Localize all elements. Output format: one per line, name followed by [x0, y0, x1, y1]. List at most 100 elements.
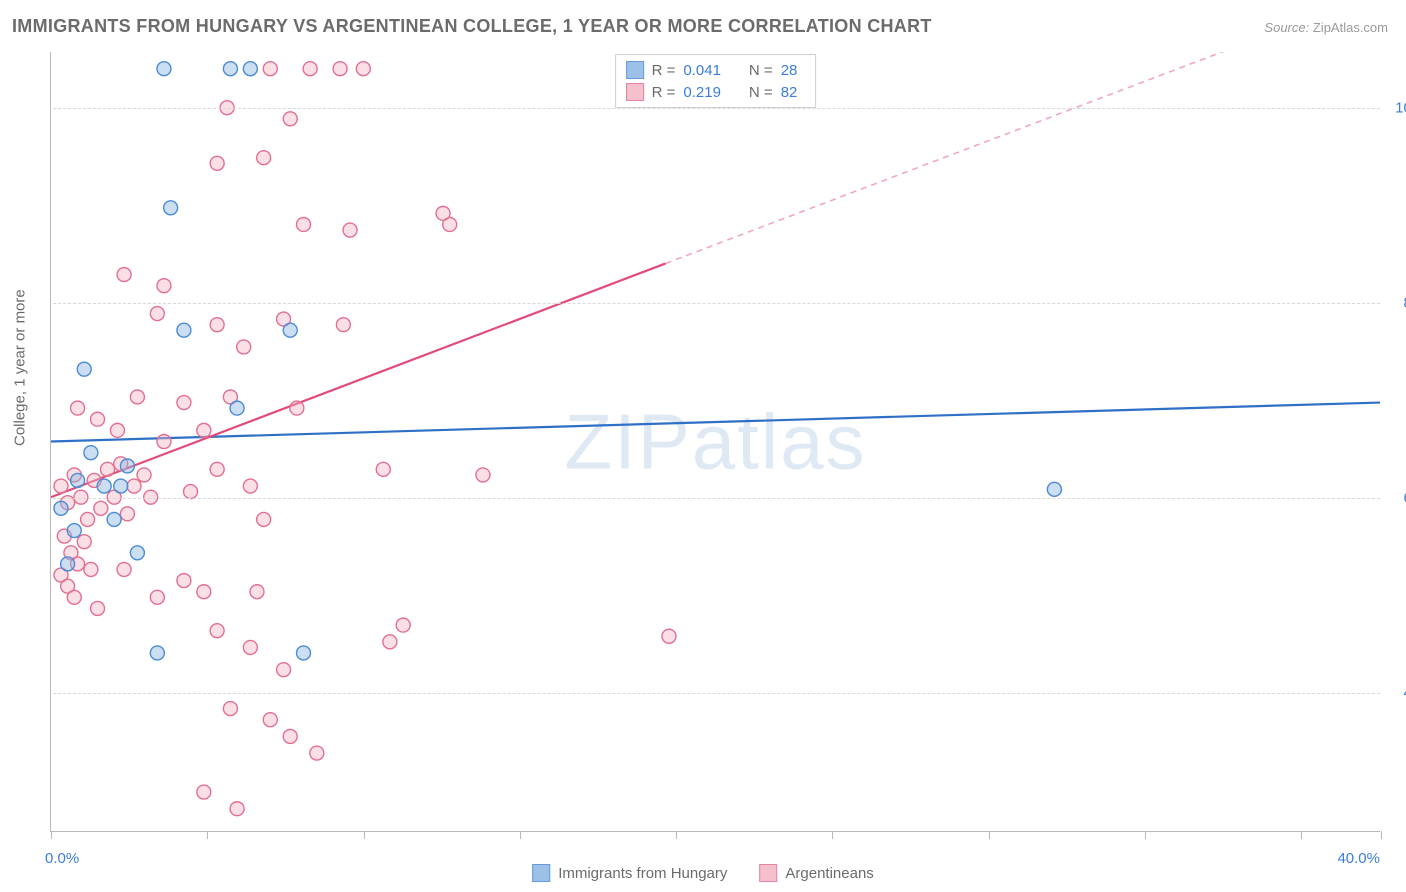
x-axis-max-label: 40.0%	[1337, 850, 1380, 867]
chart-title: IMMIGRANTS FROM HUNGARY VS ARGENTINEAN C…	[12, 16, 932, 37]
data-point-argentineans	[67, 590, 81, 604]
x-tick	[1145, 831, 1146, 839]
source-label: Source:	[1264, 20, 1309, 35]
data-point-argentineans	[130, 390, 144, 404]
legend-r-hungary: 0.041	[683, 62, 721, 79]
data-point-argentineans	[263, 713, 277, 727]
x-tick	[676, 831, 677, 839]
data-point-argentineans	[117, 268, 131, 282]
data-point-argentineans	[376, 462, 390, 476]
legend-row-hungary: R = 0.041 N = 28	[626, 59, 798, 81]
data-point-argentineans	[250, 585, 264, 599]
data-point-argentineans	[197, 785, 211, 799]
data-point-argentineans	[303, 62, 317, 76]
data-point-hungary	[114, 479, 128, 493]
legend-item-hungary: Immigrants from Hungary	[532, 864, 727, 882]
data-point-argentineans	[150, 590, 164, 604]
data-point-argentineans	[157, 279, 171, 293]
data-point-hungary	[107, 512, 121, 526]
data-point-argentineans	[127, 479, 141, 493]
data-point-argentineans	[230, 802, 244, 816]
x-tick	[989, 831, 990, 839]
legend-label-hungary: Immigrants from Hungary	[558, 865, 727, 882]
data-point-argentineans	[243, 479, 257, 493]
data-point-argentineans	[100, 462, 114, 476]
x-tick	[832, 831, 833, 839]
data-point-hungary	[243, 62, 257, 76]
data-point-hungary	[84, 446, 98, 460]
source-value: ZipAtlas.com	[1313, 20, 1388, 35]
data-point-argentineans	[81, 512, 95, 526]
data-point-argentineans	[197, 423, 211, 437]
x-tick	[1301, 831, 1302, 839]
data-point-hungary	[67, 524, 81, 538]
data-point-argentineans	[237, 340, 251, 354]
data-point-argentineans	[94, 501, 108, 515]
gridline	[53, 693, 1380, 694]
data-point-argentineans	[177, 574, 191, 588]
data-point-argentineans	[91, 601, 105, 615]
data-point-hungary	[164, 201, 178, 215]
data-point-hungary	[150, 646, 164, 660]
legend-r-argentineans: 0.219	[683, 84, 721, 101]
data-point-argentineans	[91, 412, 105, 426]
data-point-hungary	[177, 323, 191, 337]
data-point-hungary	[54, 501, 68, 515]
x-axis-min-label: 0.0%	[45, 850, 79, 867]
data-point-argentineans	[210, 462, 224, 476]
data-point-argentineans	[137, 468, 151, 482]
data-point-argentineans	[150, 307, 164, 321]
correlation-legend: R = 0.041 N = 28 R = 0.219 N = 82	[615, 54, 817, 108]
gridline	[53, 303, 1380, 304]
x-tick	[364, 831, 365, 839]
data-point-argentineans	[662, 629, 676, 643]
data-point-argentineans	[157, 435, 171, 449]
data-point-argentineans	[336, 318, 350, 332]
y-axis-title: College, 1 year or more	[12, 289, 29, 446]
legend-swatch-argentineans	[626, 83, 644, 101]
data-point-argentineans	[277, 663, 291, 677]
data-point-hungary	[157, 62, 171, 76]
legend-label-argentineans: Argentineans	[785, 865, 873, 882]
y-tick-label: 65.0%	[1386, 489, 1406, 506]
y-tick-label: 47.5%	[1386, 684, 1406, 701]
legend-r-label: R =	[652, 84, 676, 101]
data-point-argentineans	[54, 479, 68, 493]
data-point-hungary	[77, 362, 91, 376]
data-point-hungary	[297, 646, 311, 660]
data-point-argentineans	[184, 485, 198, 499]
data-point-hungary	[61, 557, 75, 571]
data-point-argentineans	[110, 423, 124, 437]
data-point-hungary	[130, 546, 144, 560]
data-point-hungary	[120, 459, 134, 473]
legend-swatch-argentineans-bottom	[759, 864, 777, 882]
data-point-argentineans	[290, 401, 304, 415]
data-point-argentineans	[436, 206, 450, 220]
data-point-argentineans	[257, 151, 271, 165]
data-point-hungary	[223, 62, 237, 76]
data-point-hungary	[283, 323, 297, 337]
data-point-argentineans	[210, 318, 224, 332]
data-point-argentineans	[117, 562, 131, 576]
data-point-argentineans	[120, 507, 134, 521]
data-point-hungary	[1047, 482, 1061, 496]
data-point-argentineans	[210, 156, 224, 170]
data-point-argentineans	[310, 746, 324, 760]
data-point-argentineans	[356, 62, 370, 76]
legend-n-label: N =	[749, 62, 773, 79]
data-point-argentineans	[383, 635, 397, 649]
legend-n-label: N =	[749, 84, 773, 101]
legend-swatch-hungary-bottom	[532, 864, 550, 882]
source-attribution: Source: ZipAtlas.com	[1264, 20, 1388, 35]
y-tick-label: 82.5%	[1386, 294, 1406, 311]
data-point-argentineans	[283, 112, 297, 126]
x-tick	[207, 831, 208, 839]
data-point-argentineans	[71, 401, 85, 415]
legend-row-argentineans: R = 0.219 N = 82	[626, 81, 798, 103]
x-tick	[520, 831, 521, 839]
data-point-hungary	[71, 473, 85, 487]
series-legend: Immigrants from Hungary Argentineans	[532, 864, 874, 882]
chart-plot-area: ZIPatlas R = 0.041 N = 28 R = 0.219 N = …	[50, 52, 1380, 832]
y-tick-label: 100.0%	[1386, 99, 1406, 116]
scatter-svg	[51, 52, 1380, 831]
